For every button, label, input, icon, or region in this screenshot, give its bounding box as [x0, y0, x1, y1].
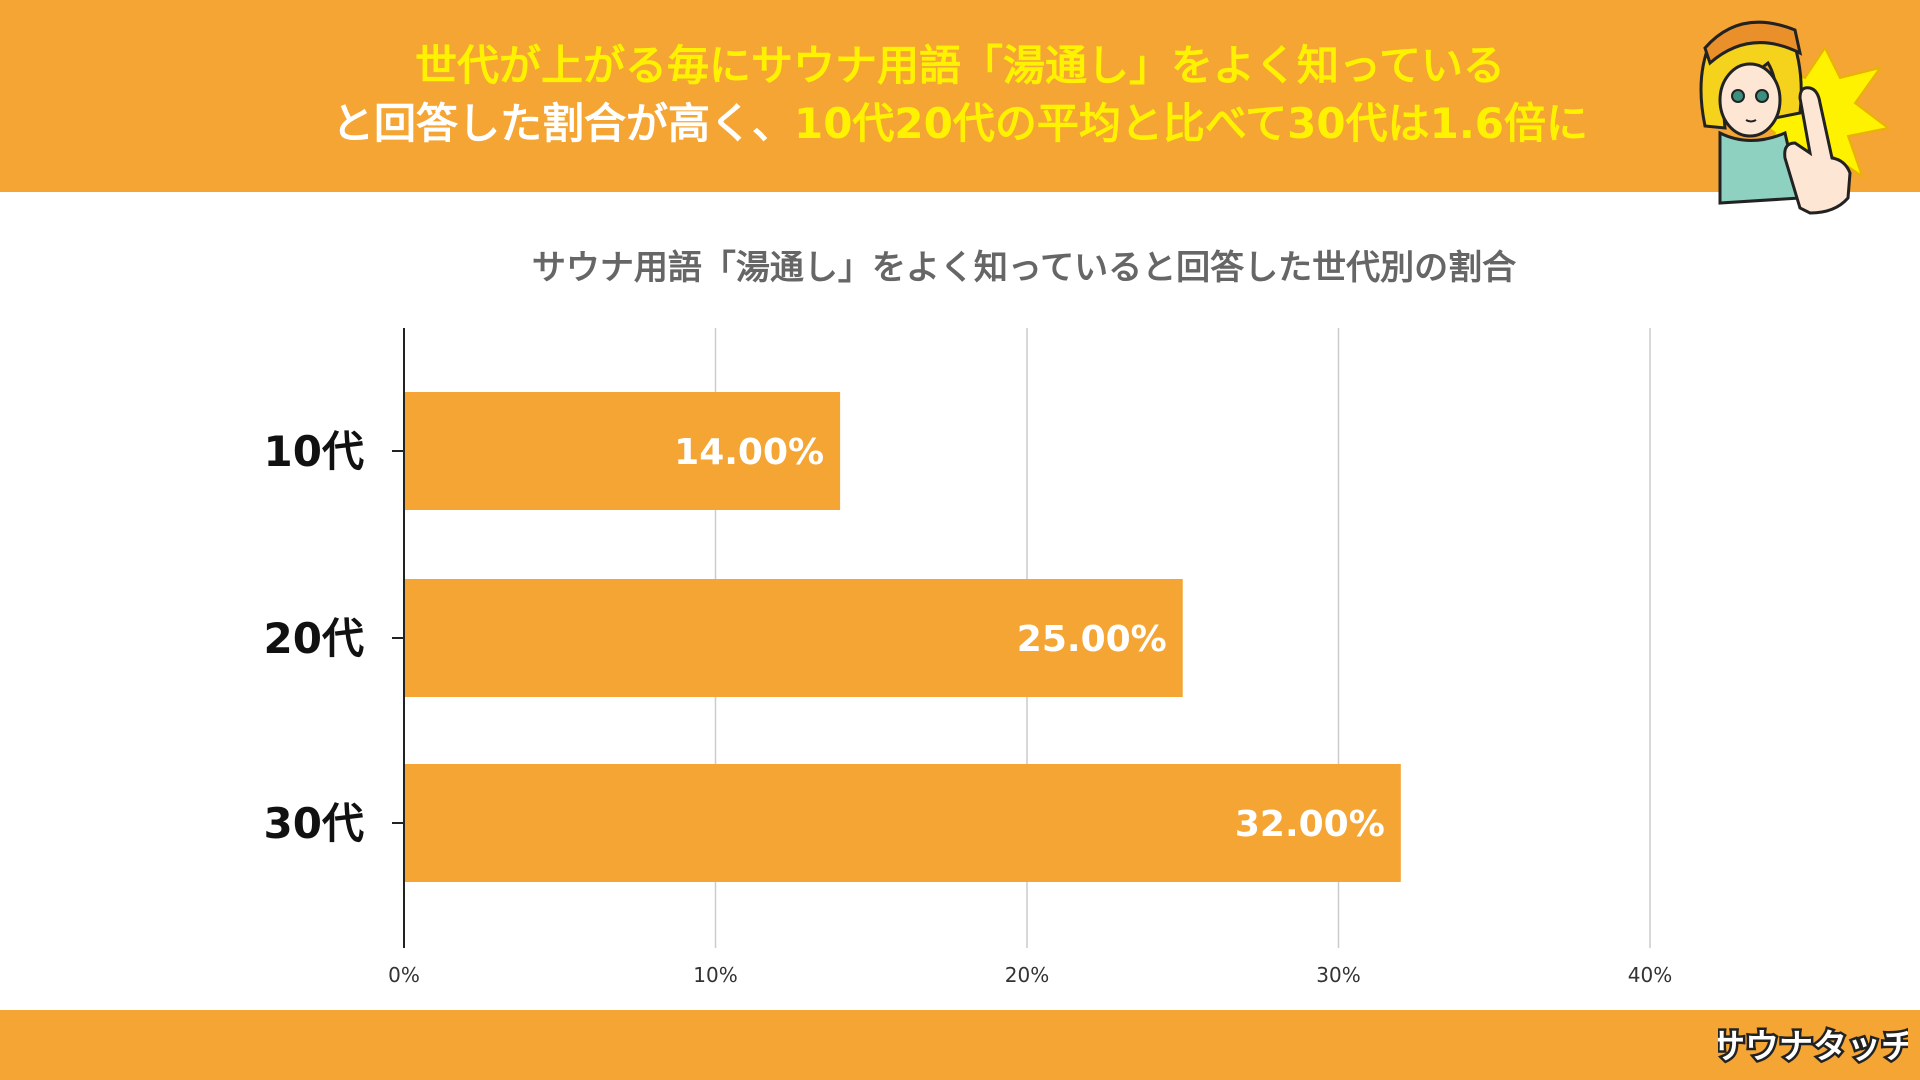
pointing-hand-icon [1783, 86, 1852, 215]
headline-line-2: と回答した割合が高く、10代20代の平均と比べて30代は1.6倍に [0, 96, 1920, 152]
mascot-mouth [1745, 119, 1757, 123]
y-category-label: 30代 [264, 799, 364, 848]
x-tick-label: 0% [388, 963, 420, 987]
brand-logo: サウナタッチ [1718, 1025, 1908, 1070]
headline-line-1: 世代が上がる毎にサウナ用語「湯通し」をよく知っている [415, 41, 1505, 90]
x-tick-label: 40% [1628, 963, 1672, 987]
chart-bars: 14.00% 25.00% 32.00% [404, 392, 1401, 882]
chart-title: サウナ用語「湯通し」をよく知っていると回答した世代別の割合 [531, 248, 1517, 288]
mascot-hood [1703, 20, 1803, 66]
mascot-illustration [1699, 20, 1890, 215]
bar-value-label: 14.00% [674, 432, 824, 473]
headline-line-2-highlight: 10代20代の平均と比べて30代は1.6倍に [793, 99, 1589, 148]
header-banner [0, 0, 1920, 192]
mascot-face [1718, 62, 1782, 138]
bar-value-label: 32.00% [1235, 804, 1385, 845]
y-category-label: 10代 [264, 427, 364, 476]
chart-tick-labels: 0% 10% 20% 30% 40% 10代 20代 30代 [264, 427, 1673, 987]
x-tick-label: 20% [1005, 963, 1049, 987]
x-tick-label: 10% [693, 963, 737, 987]
bar-value-label: 25.00% [1017, 619, 1167, 660]
headline-line-2-prefix: と回答した割合が高く、 [331, 99, 794, 148]
bar [404, 579, 1183, 697]
x-tick-label: 30% [1316, 963, 1360, 987]
bar-chart: 14.00% 25.00% 32.00% 0% 10% 20% 30% 40% 10代 20代 3… [264, 328, 1673, 987]
y-category-label: 20代 [264, 614, 364, 663]
bar [404, 764, 1401, 882]
footer-bar [0, 1010, 1920, 1080]
brand-logo-text: サウナタッチ [1718, 1027, 1908, 1067]
bar [404, 392, 841, 510]
mascot-eye-left [1731, 89, 1745, 103]
mascot-eye-right [1755, 89, 1769, 103]
